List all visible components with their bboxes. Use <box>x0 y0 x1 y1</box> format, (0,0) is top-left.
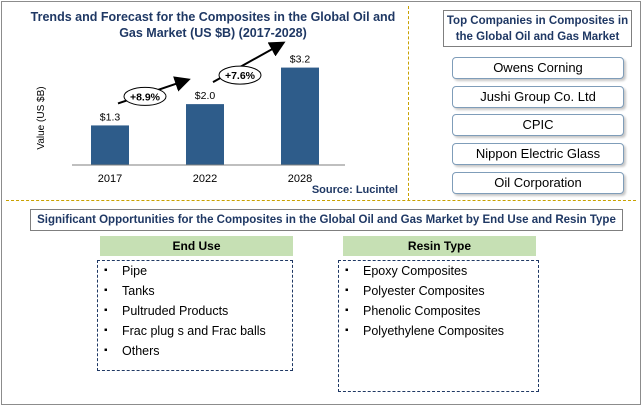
list-item: Others <box>98 341 292 361</box>
growth-badge <box>218 65 262 85</box>
source-label: Source: Lucintel <box>312 184 398 196</box>
list-item: Pipe <box>98 261 292 281</box>
data-label: $3.2 <box>290 54 311 66</box>
opportunities-title: Significant Opportunities for the Compos… <box>30 209 623 231</box>
growth-badge <box>123 86 167 106</box>
growth-label: +8.9% <box>130 91 161 103</box>
vertical-divider <box>408 6 409 201</box>
data-label: $1.3 <box>100 111 121 123</box>
list-item: Polyethylene Composites <box>339 321 538 341</box>
end-use-list: Pipe Tanks Pultruded Products Frac plug … <box>97 260 293 371</box>
list-item: Pultruded Products <box>98 301 292 321</box>
resin-type-list: Epoxy Composites Polyester Composites Ph… <box>338 260 539 392</box>
horizontal-divider <box>6 200 636 201</box>
growth-label: +7.6% <box>225 70 256 82</box>
end-use-header: End Use <box>100 236 293 256</box>
bar <box>186 104 224 165</box>
bar <box>91 125 129 165</box>
y-axis-label: Value (US $B) <box>36 86 47 149</box>
company-box: Oil Corporation <box>452 172 624 194</box>
list-item: Epoxy Composites <box>339 261 538 281</box>
list-item: Polyester Composites <box>339 281 538 301</box>
list-item: Phenolic Composites <box>339 301 538 321</box>
x-tick-label: 2017 <box>98 173 122 185</box>
resin-type-header: Resin Type <box>343 236 536 256</box>
list-item: Frac plug s and Frac balls <box>98 321 292 341</box>
data-label: $2.0 <box>195 90 216 102</box>
company-box: Nippon Electric Glass <box>452 143 624 165</box>
bar <box>281 67 319 165</box>
list-item: Tanks <box>98 281 292 301</box>
x-tick-label: 2028 <box>288 173 312 185</box>
bar-chart: Value (US $B) $1.3 2017 $2.0 2022 $3.2 2028 +8.… <box>36 41 398 196</box>
company-box: CPIC <box>452 114 624 136</box>
x-tick-label: 2022 <box>193 173 217 185</box>
company-box: Owens Corning <box>452 57 624 79</box>
companies-title: Top Companies in Composites in the Globa… <box>443 10 632 47</box>
chart-title: Trends and Forecast for the Composites i… <box>30 10 396 40</box>
company-box: Jushi Group Co. Ltd <box>452 86 624 108</box>
